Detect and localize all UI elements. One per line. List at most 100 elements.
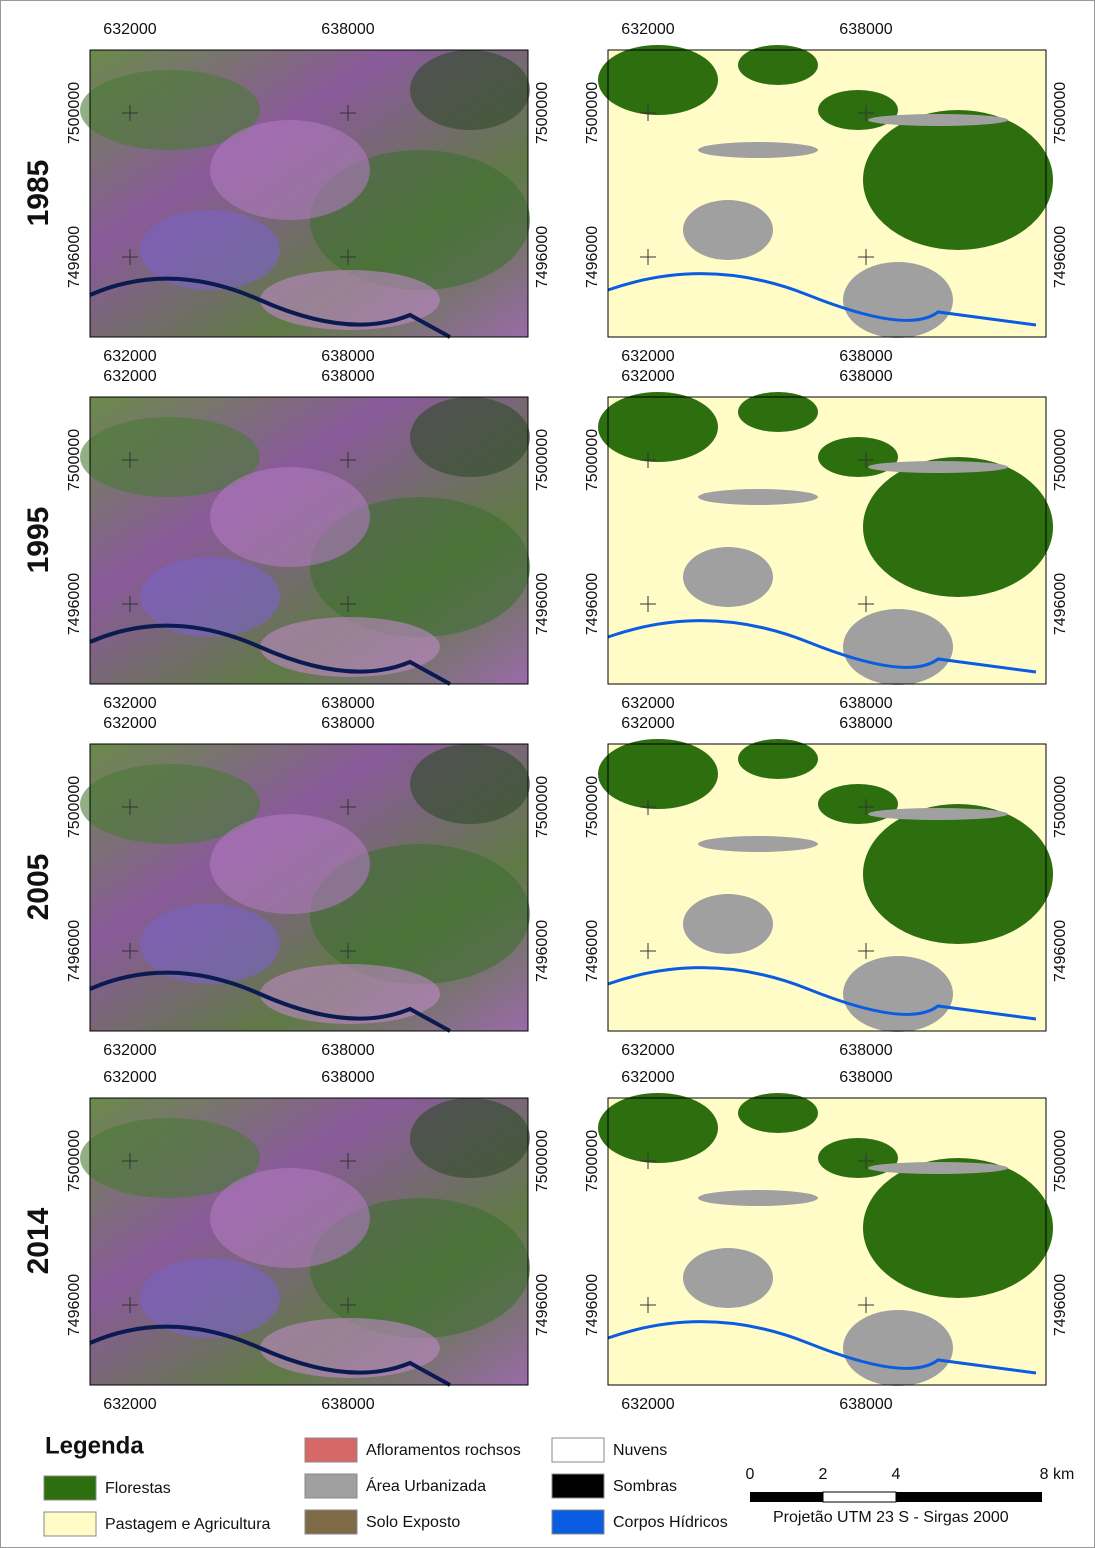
northing-label: 7500000 — [1052, 82, 1069, 144]
scale-bar-segment — [823, 1492, 896, 1502]
land-cover-patch — [683, 1248, 773, 1308]
northing-label: 7500000 — [1052, 776, 1069, 838]
northing-label: 7500000 — [584, 776, 601, 838]
land-cover-patch — [738, 392, 818, 432]
legend-label: Solo Exposto — [366, 1514, 460, 1531]
northing-label: 7496000 — [66, 920, 83, 982]
northing-label: 7500000 — [1052, 429, 1069, 491]
legend-label: Área Urbanizada — [366, 1476, 486, 1495]
northing-label: 7500000 — [534, 1130, 551, 1192]
scale-label: 2 — [819, 1466, 828, 1483]
easting-label: 638000 — [321, 1396, 374, 1413]
legend-swatch — [305, 1438, 357, 1462]
scale-bar-segment — [896, 1492, 1042, 1502]
easting-label: 632000 — [621, 695, 674, 712]
easting-label: 638000 — [839, 21, 892, 38]
northing-label: 7496000 — [66, 573, 83, 635]
land-cover-patch — [868, 1162, 1008, 1174]
land-cover-patch — [868, 114, 1008, 126]
northing-label: 7496000 — [584, 573, 601, 635]
easting-label: 638000 — [839, 695, 892, 712]
land-cover-patch — [698, 836, 818, 852]
legend-label: Afloramentos rochsos — [366, 1442, 521, 1459]
easting-label: 632000 — [103, 1396, 156, 1413]
land-cover-patch — [863, 1158, 1053, 1298]
land-cover-patch — [868, 808, 1008, 820]
easting-label: 638000 — [839, 1396, 892, 1413]
easting-label: 638000 — [839, 1042, 892, 1059]
northing-label: 7496000 — [584, 226, 601, 288]
land-cover-patch — [843, 609, 953, 685]
northing-label: 7496000 — [534, 573, 551, 635]
land-cover-patch — [868, 461, 1008, 473]
scale-label: 4 — [892, 1466, 901, 1483]
legend-swatch — [305, 1474, 357, 1498]
scale-label: 0 — [746, 1466, 755, 1483]
easting-label: 632000 — [621, 1042, 674, 1059]
easting-label: 632000 — [103, 695, 156, 712]
land-cover-patch — [738, 739, 818, 779]
northing-label: 7496000 — [534, 1274, 551, 1336]
northing-label: 7496000 — [1052, 573, 1069, 635]
map-panel — [80, 50, 530, 337]
easting-label: 638000 — [839, 348, 892, 365]
land-cover-patch — [863, 457, 1053, 597]
terrain-patch — [210, 467, 370, 567]
legend-swatch — [552, 1438, 604, 1462]
map-panel — [598, 739, 1053, 1032]
easting-label: 638000 — [321, 715, 374, 732]
easting-label: 632000 — [103, 348, 156, 365]
map-panel — [598, 45, 1053, 338]
legend-label: Pastagem e Agricultura — [105, 1516, 271, 1533]
easting-label: 638000 — [839, 368, 892, 385]
easting-label: 632000 — [103, 368, 156, 385]
map-panel — [80, 1098, 530, 1385]
northing-label: 7500000 — [584, 82, 601, 144]
northing-label: 7500000 — [534, 429, 551, 491]
terrain-patch — [410, 744, 530, 824]
land-cover-patch — [698, 1190, 818, 1206]
easting-label: 632000 — [621, 715, 674, 732]
terrain-patch — [260, 617, 440, 677]
legend-swatch — [44, 1512, 96, 1536]
easting-label: 638000 — [321, 368, 374, 385]
land-cover-patch — [863, 804, 1053, 944]
northing-label: 7496000 — [66, 226, 83, 288]
legend-label: Sombras — [613, 1478, 677, 1495]
legend-swatch — [44, 1476, 96, 1500]
easting-label: 638000 — [839, 715, 892, 732]
easting-label: 638000 — [321, 348, 374, 365]
year-label: 2005 — [22, 854, 55, 921]
legend-title: Legenda — [45, 1432, 144, 1459]
northing-label: 7496000 — [1052, 1274, 1069, 1336]
map-figure: Legenda Projetão UTM 23 S - Sirgas 2000 … — [0, 0, 1095, 1548]
easting-label: 638000 — [321, 1069, 374, 1086]
land-cover-patch — [598, 739, 718, 809]
land-cover-patch — [598, 45, 718, 115]
easting-label: 632000 — [621, 21, 674, 38]
northing-label: 7496000 — [534, 920, 551, 982]
land-cover-patch — [683, 547, 773, 607]
land-cover-patch — [738, 1093, 818, 1133]
easting-label: 632000 — [621, 368, 674, 385]
land-cover-patch — [843, 956, 953, 1032]
land-cover-patch — [683, 894, 773, 954]
northing-label: 7496000 — [534, 226, 551, 288]
legend-label: Florestas — [105, 1480, 171, 1497]
land-cover-patch — [598, 392, 718, 462]
northing-label: 7500000 — [66, 429, 83, 491]
terrain-patch — [260, 964, 440, 1024]
northing-label: 7496000 — [1052, 226, 1069, 288]
land-cover-patch — [683, 200, 773, 260]
year-label: 1995 — [22, 507, 55, 574]
year-label: 2014 — [22, 1207, 55, 1274]
northing-label: 7496000 — [66, 1274, 83, 1336]
map-panel — [80, 397, 530, 684]
legend-swatch — [552, 1510, 604, 1534]
easting-label: 638000 — [321, 695, 374, 712]
projection-label: Projetão UTM 23 S - Sirgas 2000 — [773, 1509, 1009, 1526]
northing-label: 7500000 — [534, 776, 551, 838]
map-panel — [598, 1093, 1053, 1386]
terrain-patch — [260, 1318, 440, 1378]
northing-label: 7496000 — [1052, 920, 1069, 982]
